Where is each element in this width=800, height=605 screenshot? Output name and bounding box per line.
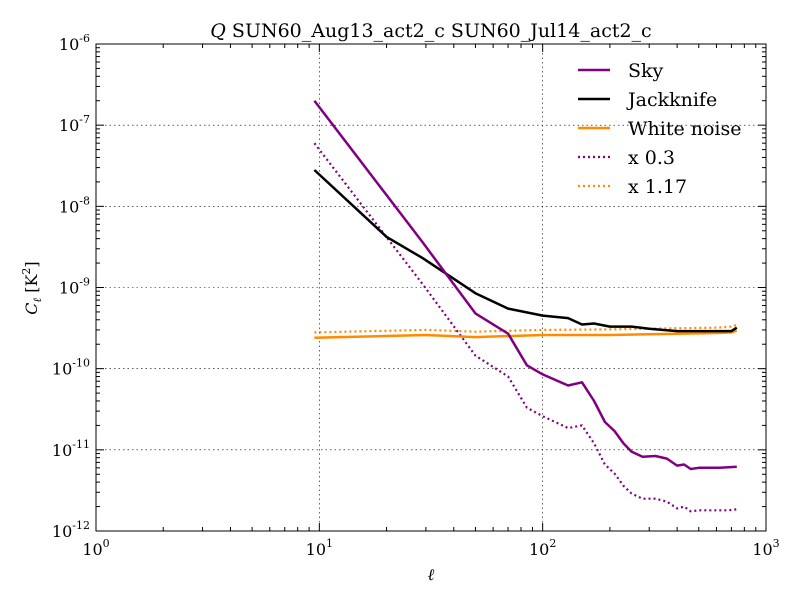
y-tick-label: 10-10 — [52, 357, 90, 379]
y-tick-label: 10-11 — [52, 438, 90, 460]
legend: Sky Jackknife White noise x 0.3 x 1.17 — [578, 60, 742, 198]
series-layer — [313, 99, 738, 513]
legend-label-x-1-17: x 1.17 — [628, 176, 687, 198]
legend-label-x-0-3: x 0.3 — [628, 147, 675, 169]
legend-label-sky: Sky — [628, 60, 664, 82]
y-tick-label: 10-7 — [59, 113, 90, 135]
series-line-white-noise — [314, 329, 738, 340]
y-tick-label: 10-8 — [59, 194, 90, 216]
grid-lines — [96, 44, 766, 531]
series-line-x-1-17 — [314, 323, 738, 334]
x-tick-label: 101 — [306, 537, 333, 559]
y-tick-label: 10-9 — [59, 276, 90, 298]
y-axis-label: Cℓ [K2] — [20, 261, 44, 314]
plot-frame — [95, 43, 767, 532]
y-tick-label: 10-12 — [52, 519, 90, 541]
legend-label-white-noise: White noise — [628, 118, 742, 140]
x-tick-labels: 100 101 102 103 — [82, 537, 779, 559]
x-axis-label: ℓ — [428, 565, 435, 584]
legend-label-jackknife: Jackknife — [626, 89, 717, 111]
series-line-x-0-3 — [313, 142, 737, 513]
x-tick-label: 102 — [529, 537, 556, 559]
ticks — [95, 43, 767, 532]
chart-title: Q SUN60_Aug13_act2_c SUN60_Jul14_act2_c — [210, 20, 651, 42]
y-tick-labels: 10-12 10-11 10-10 10-9 10-8 10-7 10-6 — [52, 32, 90, 541]
y-tick-label: 10-6 — [59, 32, 90, 54]
series-line-jackknife — [313, 169, 738, 333]
series-line-sky — [313, 99, 737, 471]
x-tick-label: 103 — [752, 537, 779, 559]
x-tick-label: 100 — [82, 537, 109, 559]
